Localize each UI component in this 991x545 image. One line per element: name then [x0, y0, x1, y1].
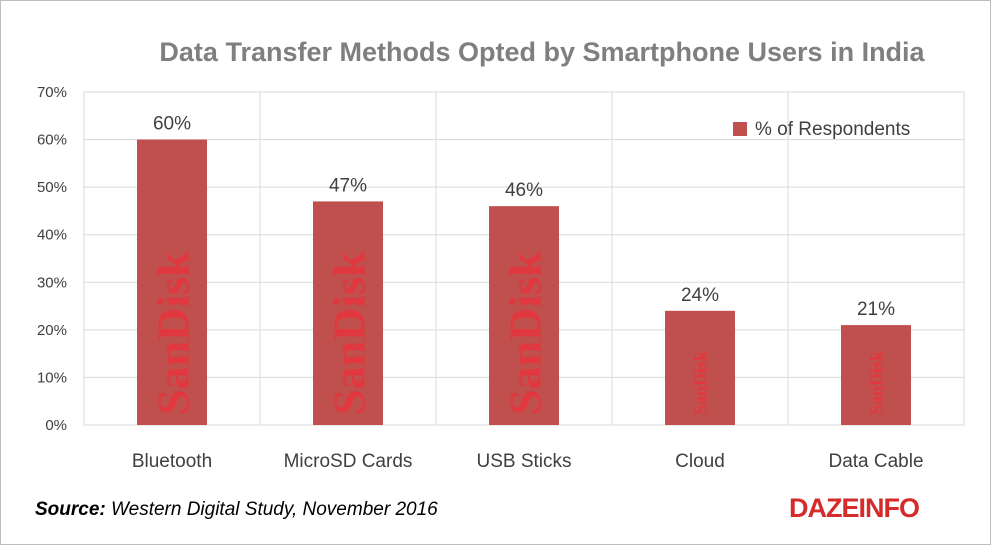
data-label: 24%	[681, 285, 719, 306]
y-tick-label: 20%	[37, 322, 67, 339]
data-label: 47%	[329, 175, 367, 196]
data-label: 21%	[857, 299, 895, 320]
legend-label: % of Respondents	[755, 119, 910, 140]
sandisk-watermark: SanDisk	[866, 351, 886, 415]
y-tick-label: 50%	[37, 179, 67, 196]
dazeinfo-logo: DAZEINFO	[789, 493, 920, 523]
source-text: Western Digital Study, November 2016	[111, 499, 438, 520]
sandisk-watermark: SanDisk	[690, 351, 710, 415]
x-tick-label: Data Cable	[828, 451, 923, 472]
source-label: Source:	[35, 499, 106, 520]
source-note: Source: Western Digital Study, November …	[35, 499, 438, 521]
sandisk-watermark: SanDisk	[324, 251, 375, 415]
bar-bluetooth	[137, 139, 207, 426]
sandisk-watermark: SanDisk	[500, 251, 551, 415]
y-tick-label: 10%	[37, 369, 67, 386]
x-tick-label: Bluetooth	[132, 451, 212, 472]
x-tick-label: MicroSD Cards	[284, 451, 413, 472]
y-tick-label: 30%	[37, 274, 67, 291]
data-label: 60%	[153, 114, 191, 135]
chart-title: Data Transfer Methods Opted by Smartphon…	[159, 37, 925, 67]
y-tick-label: 0%	[45, 417, 67, 434]
y-tick-label: 70%	[37, 84, 67, 101]
bar-cloud	[665, 310, 735, 425]
y-tick-label: 40%	[37, 227, 67, 244]
legend-swatch	[733, 122, 747, 136]
bar-usb-sticks	[489, 206, 559, 425]
bar-microsd-cards	[313, 201, 383, 425]
x-tick-label: USB Sticks	[476, 451, 571, 472]
data-label: 46%	[505, 180, 543, 201]
bar-data-cable	[841, 325, 911, 425]
bar-chart: Data Transfer Methods Opted by Smartphon…	[37, 37, 965, 472]
sandisk-watermark: SanDisk	[148, 251, 199, 415]
x-tick-label: Cloud	[675, 451, 725, 472]
y-tick-label: 60%	[37, 132, 67, 149]
